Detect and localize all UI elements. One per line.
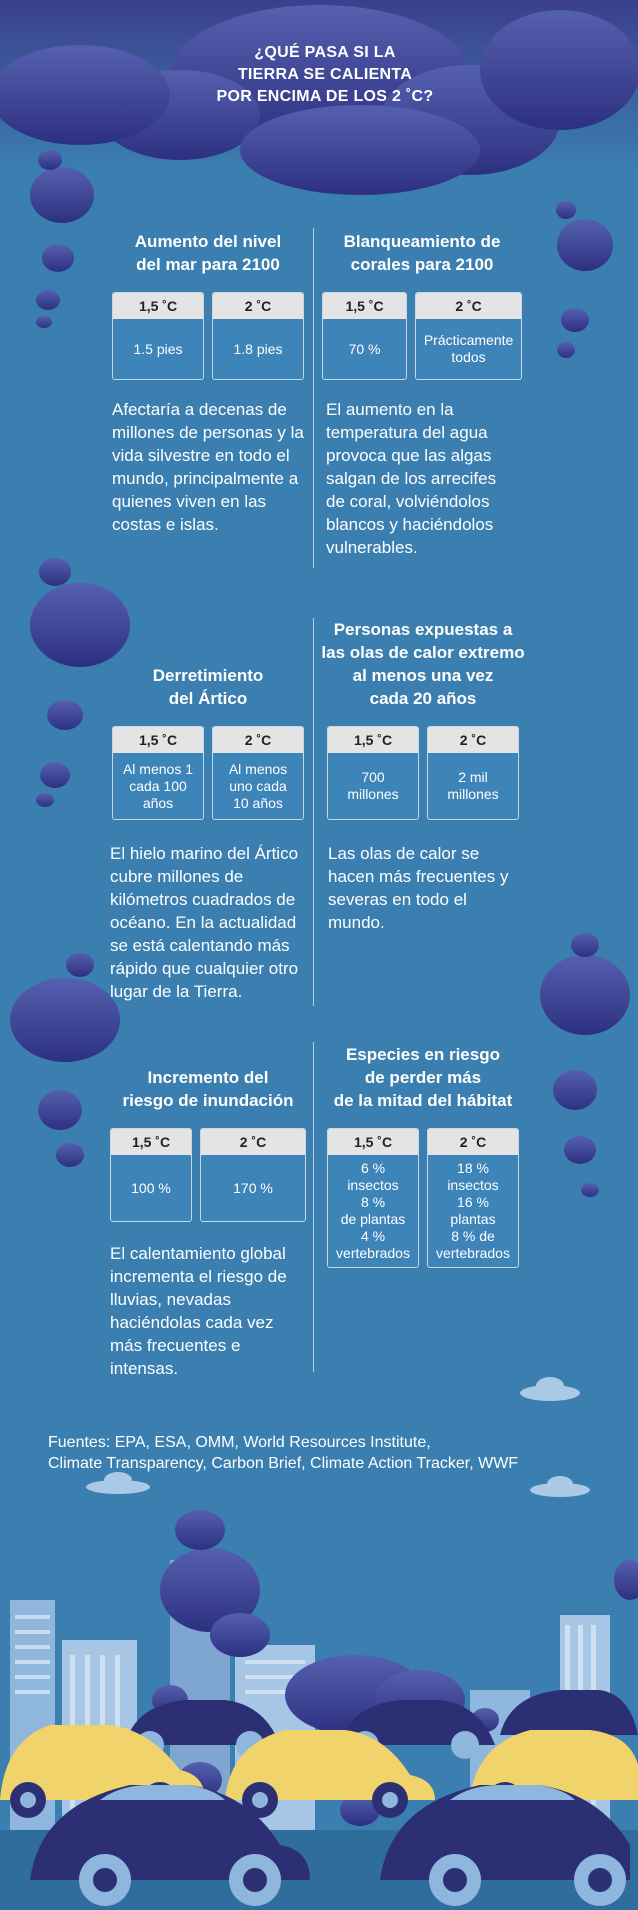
card-value: 1.8 pies [233,340,283,357]
card-2c: 2 ˚C 170 % [200,1128,306,1222]
card-value: 70 % [348,340,381,357]
card-label: 1,5 ˚C [113,727,203,753]
main-title-line: TIERRA SE CALIENTA [237,66,413,83]
card-2c: 2 ˚C 18 % insectos 16 % plantas 8 % de v… [427,1128,519,1268]
smoke-clouds-icon [10,150,630,1197]
card-value: 170 % [233,1179,273,1196]
comparison-cards: 1,5 ˚C 70 % 2 ˚C Prácticamente todos [322,292,522,380]
card-1-5c: 1,5 ˚C 100 % [110,1128,192,1222]
section-heat-waves: Personas expuestas a las olas de calor e… [318,618,528,934]
card-value: Al menos 1 cada 100 años [122,760,194,811]
card-1-5c: 1,5 ˚C 700 millones [327,726,419,820]
section-title: Incremento del riesgo de inundación [122,1068,294,1110]
main-title-line: POR ENCIMA DE LOS 2 ˚C? [216,88,434,105]
section-sea-level: Aumento del nivel del mar para 2100 1,5 … [108,230,308,536]
card-2c: 2 ˚C Prácticamente todos [415,292,522,380]
card-label: 1,5 ˚C [113,293,203,319]
section-title: Aumento del nivel del mar para 2100 [134,232,282,274]
card-value: 6 % insectos 8 % de plantas 4 % vertebra… [336,1160,410,1261]
section-title: Personas expuestas a las olas de calor e… [321,620,525,708]
section-species-risk: Especies en riesgo de perder más de la m… [318,1042,528,1268]
card-value: 100 % [131,1179,171,1196]
card-value: 2 mil millones [447,769,499,802]
card-label: 2 ˚C [428,727,518,753]
card-1-5c: 1,5 ˚C 1.5 pies [112,292,204,380]
card-2c: 2 ˚C 1.8 pies [212,292,304,380]
card-value: 18 % insectos 16 % plantas 8 % de verteb… [436,1160,510,1261]
sources-line: Climate Transparency, Carbon Brief, Clim… [48,1455,519,1472]
card-label: 2 ˚C [213,293,303,319]
sources-text: Fuentes: EPA, ESA, OMM, World Resources … [48,1432,608,1474]
section-description: Las olas de calor se hacen más frecuente… [328,844,509,932]
card-value: Al menos uno cada 10 años [228,760,288,811]
column-divider [313,228,314,568]
main-title-line: ¿QUÉ PASA SI LA [254,44,396,61]
section-coral-bleaching: Blanqueamiento de corales para 2100 1,5 … [322,230,522,559]
card-label: 1,5 ˚C [111,1129,191,1155]
comparison-cards: 1,5 ˚C 700 millones 2 ˚C 2 mil millones [318,726,528,820]
column-divider [313,618,314,1006]
card-2c: 2 ˚C Al menos uno cada 10 años [212,726,304,820]
light-cloud-icon [86,1377,590,1497]
title-cloud-icon [0,5,638,195]
section-description: El hielo marino del Ártico cubre millone… [110,844,299,1001]
section-title: Derretimiento del Ártico [152,666,264,708]
card-value: 1.5 pies [133,340,183,357]
section-description: Afectaría a decenas de millones de perso… [112,400,304,534]
card-1-5c: 1,5 ˚C 6 % insectos 8 % de plantas 4 % v… [327,1128,419,1268]
card-label: 1,5 ˚C [328,727,418,753]
card-1-5c: 1,5 ˚C Al menos 1 cada 100 años [112,726,204,820]
column-divider [313,1042,314,1372]
card-value: 700 millones [347,769,399,802]
section-flood-risk: Incremento del riesgo de inundación 1,5 … [106,1042,310,1380]
card-value: Prácticamente todos [423,332,514,365]
card-label: 2 ˚C [428,1129,518,1155]
sources-line: Fuentes: EPA, ESA, OMM, World Resources … [48,1434,431,1451]
main-title: ¿QUÉ PASA SI LA TIERRA SE CALIENTA POR E… [180,42,470,108]
comparison-cards: 1,5 ˚C 1.5 pies 2 ˚C 1.8 pies [108,292,308,380]
cars-icon [0,1690,638,1906]
card-label: 2 ˚C [213,727,303,753]
card-label: 2 ˚C [201,1129,305,1155]
section-title: Especies en riesgo de perder más de la m… [333,1045,513,1110]
section-arctic-melting: Derretimiento del Ártico 1,5 ˚C Al menos… [106,618,310,1003]
card-label: 1,5 ˚C [323,293,407,319]
card-label: 1,5 ˚C [328,1129,418,1155]
comparison-cards: 1,5 ˚C 6 % insectos 8 % de plantas 4 % v… [318,1128,528,1268]
card-1-5c: 1,5 ˚C 70 % [322,292,408,380]
card-label: 2 ˚C [416,293,521,319]
section-description: El aumento en la temperatura del agua pr… [326,400,497,557]
section-title: Blanqueamiento de corales para 2100 [343,232,501,274]
comparison-cards: 1,5 ˚C Al menos 1 cada 100 años 2 ˚C Al … [106,726,310,820]
card-2c: 2 ˚C 2 mil millones [427,726,519,820]
comparison-cards: 1,5 ˚C 100 % 2 ˚C 170 % [106,1128,310,1222]
section-description: El calentamiento global incrementa el ri… [110,1244,287,1378]
